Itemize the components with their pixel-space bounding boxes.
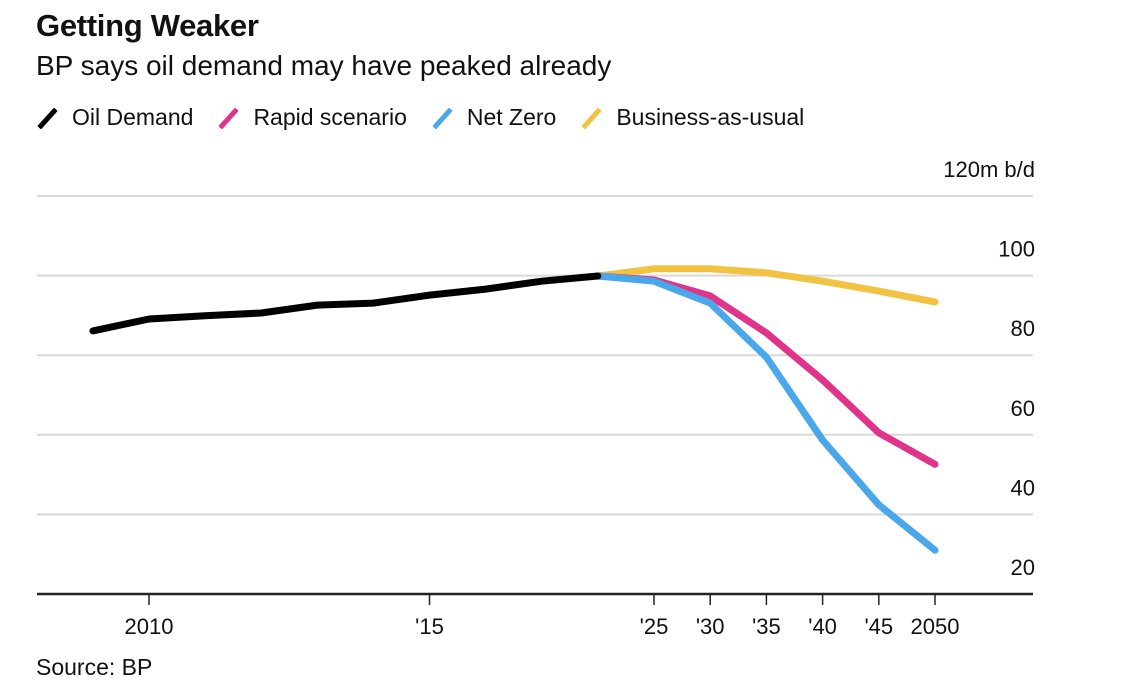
legend: Oil Demand Rapid scenario Net Zero Busin… xyxy=(36,104,828,131)
legend-item-oil-demand: Oil Demand xyxy=(36,104,193,131)
x-tick-label: '30 xyxy=(696,614,725,639)
series-line-oil-demand xyxy=(89,272,602,335)
legend-label: Oil Demand xyxy=(72,104,194,130)
gridlines xyxy=(37,195,1033,516)
y-tick-label: 80 xyxy=(1011,316,1035,341)
y-tick-label: 40 xyxy=(1011,475,1035,500)
legend-label: Business-as-usual xyxy=(616,104,805,130)
chart-title: Getting Weaker xyxy=(36,8,259,43)
x-tick-label: '45 xyxy=(864,614,893,639)
legend-item-rapid-scenario: Rapid scenario xyxy=(217,104,406,131)
x-tick-label: '25 xyxy=(640,614,669,639)
y-tick-label: 100 xyxy=(998,237,1035,262)
x-axis: 2010 '15 '25 '30 '35 '40 '45 2050 xyxy=(37,592,1033,639)
legend-label: Rapid scenario xyxy=(253,104,407,130)
y-tick-label: 60 xyxy=(1011,396,1035,421)
y-tick-label: 20 xyxy=(1011,555,1035,580)
y-axis-labels: 120m b/d 100 80 60 40 20 xyxy=(943,157,1035,580)
series-line-business-as-usual xyxy=(594,265,939,306)
source-note: Source: BP xyxy=(36,654,153,680)
y-tick-label: 120m b/d xyxy=(943,157,1035,182)
series-line-net-zero xyxy=(594,272,939,554)
x-tick-label: '35 xyxy=(752,614,781,639)
series-lines xyxy=(89,265,939,554)
legend-item-business-as-usual: Business-as-usual xyxy=(580,104,804,131)
x-tick-label: 2010 xyxy=(125,614,174,639)
x-tick-label: '40 xyxy=(808,614,837,639)
chart-subtitle: BP says oil demand may have peaked alrea… xyxy=(36,50,612,81)
series-line-rapid-scenario xyxy=(594,272,939,468)
legend-item-net-zero: Net Zero xyxy=(431,104,556,131)
x-tick-label: 2050 xyxy=(911,614,960,639)
x-tick-label: '15 xyxy=(415,614,444,639)
legend-label: Net Zero xyxy=(466,104,557,130)
